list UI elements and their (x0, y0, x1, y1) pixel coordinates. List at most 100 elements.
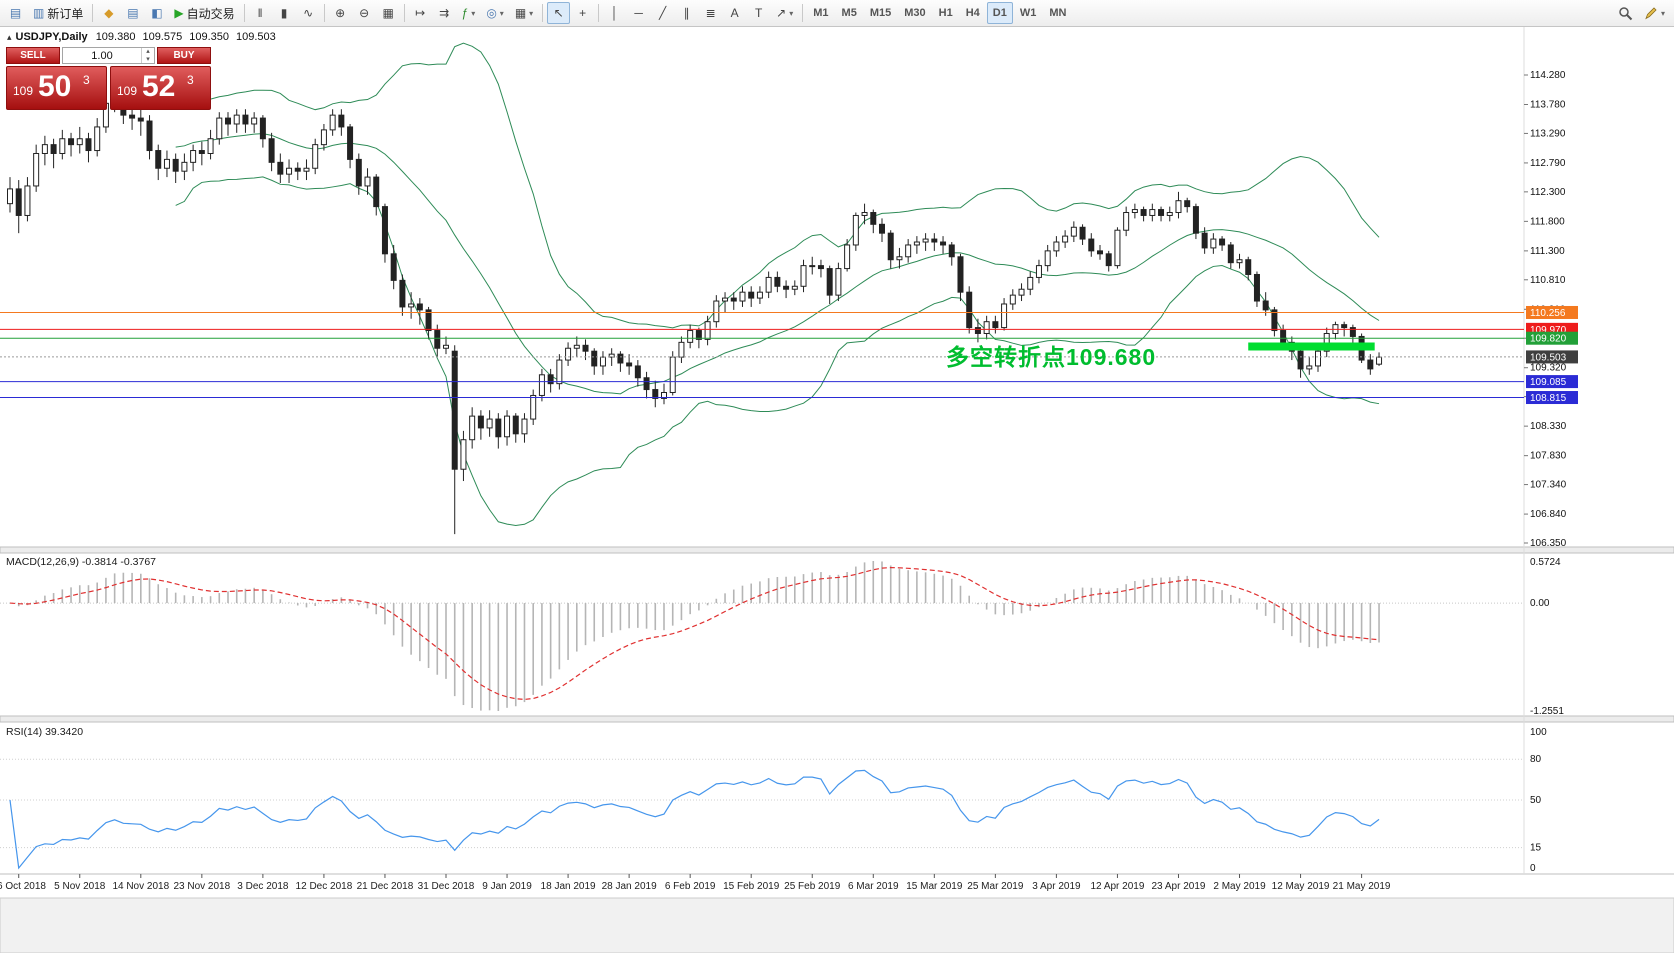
arrows-icon[interactable]: ↗ ▾ (771, 2, 798, 24)
trendline-icon[interactable]: ╱ (651, 2, 674, 24)
vertical-line-icon[interactable]: │ (603, 2, 626, 24)
date-axis-label: 3 Apr 2019 (1032, 881, 1081, 892)
timeframe-mn-button[interactable]: MN (1049, 7, 1067, 19)
volume-down-icon[interactable]: ▾ (146, 55, 150, 63)
bid-big-figure: 109 (13, 84, 34, 98)
date-axis[interactable]: 26 Oct 2018 5 Nov 2018 14 Nov 2018 23 Nov 2… (0, 874, 1391, 892)
rsi-indicator-label: RSI(14) 39.3420 (6, 726, 84, 738)
bar-chart-icon[interactable]: ‖ (249, 2, 272, 24)
chart-ohlc-header: ▴ USDJPY,Daily 109.380 109.575 109.350 109.50… (7, 31, 283, 43)
candlestick-chart-icon[interactable]: ▮ (273, 2, 296, 24)
auto-scroll-icon[interactable]: ↦ (409, 2, 432, 24)
timeframe-m5-button[interactable]: M5 (841, 7, 857, 19)
quick-message-icon[interactable]: ▾ (1639, 2, 1670, 24)
timeframe-h4-button[interactable]: H4 (965, 7, 980, 19)
autotrading-button[interactable]: ▶ 自动交易 (169, 2, 239, 24)
ohlc-open: 109.380 (95, 31, 136, 43)
horizontal-line-icon-glyph: ─ (634, 6, 643, 20)
timeframe-m15-button[interactable]: M15 (869, 7, 892, 19)
bid-point: 3 (83, 73, 90, 87)
new-order-button[interactable]: ▥ 新订单 (28, 2, 88, 24)
tile-windows-icon[interactable]: ▦ (377, 2, 400, 24)
rsi-axis[interactable]: 100 80 50 15 0 (1530, 727, 1547, 874)
macd-scale-zero: 0.00 (1530, 598, 1550, 609)
price-axis-label: 107.830 (1530, 451, 1567, 462)
macd-indicator-label: MACD(12,26,9) -0.3814 -0.3767 (6, 556, 156, 568)
ask-price-box[interactable]: 109 52 3 (110, 66, 211, 110)
zoom-in-icon[interactable]: ⊕ (329, 2, 352, 24)
axis-price-tag: 108.815 (1526, 391, 1578, 405)
volume-up-icon[interactable]: ▴ (146, 48, 150, 55)
svg-text:109.820: 109.820 (1530, 334, 1567, 345)
buy-button[interactable]: BUY (157, 47, 211, 64)
sell-button[interactable]: SELL (6, 47, 60, 64)
timeframe-m1-button[interactable]: M1 (813, 7, 829, 19)
timeframe-w1-button[interactable]: W1 (1019, 7, 1037, 19)
price-axis-label: 106.350 (1530, 538, 1567, 549)
data-window-icon-glyph: ◧ (151, 6, 163, 20)
new-chart-icon[interactable]: ▤ (4, 2, 27, 24)
profiles-icon[interactable]: ◆ (97, 2, 120, 24)
indicators-icon[interactable]: ƒ ▾ (457, 2, 481, 24)
bid-pips: 50 (38, 70, 72, 103)
date-axis-label: 25 Feb 2019 (784, 881, 841, 892)
rsi-axis-label: 80 (1530, 754, 1542, 765)
date-axis-label: 2 May 2019 (1213, 881, 1266, 892)
bid-price-box[interactable]: 109 50 3 (6, 66, 107, 110)
new-chart-icon-glyph: ▤ (9, 6, 22, 20)
price-axis-label: 111.300 (1530, 246, 1565, 257)
autotrading-button-glyph: ▶ (174, 6, 184, 20)
price-axis-label: 106.840 (1530, 509, 1567, 520)
arrows-icon-glyph: ↗ (776, 6, 787, 20)
date-axis-label: 12 Dec 2018 (296, 881, 353, 892)
tile-windows-icon-glyph: ▦ (382, 6, 394, 20)
toolbar-separator (243, 4, 245, 22)
crosshair-icon[interactable]: + (571, 2, 594, 24)
macd-panel-graph (0, 561, 1524, 711)
axis-price-tag: 110.256 (1526, 305, 1578, 319)
objects-icon[interactable]: ◎ ▾ (481, 2, 509, 24)
price-axis-label: 112.790 (1530, 158, 1566, 169)
date-axis-label: 12 May 2019 (1272, 881, 1330, 892)
volume-spin-buttons[interactable]: ▴ ▾ (141, 48, 154, 63)
timeframe-m30-button[interactable]: M30 (904, 7, 926, 19)
periods-icon[interactable]: ▦ ▾ (510, 2, 538, 24)
ask-pips: 52 (142, 70, 176, 103)
text-icon[interactable]: A (723, 2, 746, 24)
date-axis-label: 5 Nov 2018 (54, 881, 106, 892)
zoom-out-icon[interactable]: ⊖ (353, 2, 376, 24)
chevron-down-icon: ▾ (529, 8, 534, 18)
date-axis-label: 23 Apr 2019 (1152, 881, 1206, 892)
axis-price-tag: 109.820 (1526, 331, 1578, 345)
search-icon[interactable] (1613, 2, 1638, 24)
date-axis-label: 21 Dec 2018 (357, 881, 414, 892)
toolbar: ▤ ▥ 新订单 ◆ ▤ ◧ ▶ 自动交易 ‖ ▮ ∿ ⊕ ⊖ ▦ ↦ ⇉ ƒ ▾ ◎ ▾ ▦ ▾ ↖ + │ ─ ╱ ∥ ≣ A T ↗ ▾ M1… (0, 0, 1674, 27)
chevron-down-icon: ▾ (471, 8, 476, 18)
ohlc-high: 109.575 (142, 31, 183, 43)
data-window-icon[interactable]: ◧ (145, 2, 168, 24)
horizontal-line-icon[interactable]: ─ (627, 2, 650, 24)
macd-signal-line (9, 566, 1380, 701)
svg-text:110.256: 110.256 (1530, 308, 1566, 319)
ask-big-figure: 109 (117, 84, 138, 98)
one-click-trading-panel: SELL 1.00 ▴ ▾ BUY 109 50 3 109 52 3 (6, 47, 211, 110)
line-chart-icon[interactable]: ∿ (297, 2, 320, 24)
volume-value[interactable]: 1.00 (91, 49, 113, 62)
timeframe-h1-button[interactable]: H1 (938, 7, 953, 19)
date-axis-label: 25 Mar 2019 (967, 881, 1024, 892)
svg-text:109.970: 109.970 (1530, 325, 1567, 336)
volume-stepper[interactable]: 1.00 ▴ ▾ (62, 47, 155, 64)
horizontal-levels[interactable] (0, 311, 1524, 399)
cursor-icon[interactable]: ↖ (547, 2, 571, 24)
market-watch-icon[interactable]: ▤ (121, 2, 144, 24)
chart-shift-icon[interactable]: ⇉ (433, 2, 456, 24)
collapse-panel-icon[interactable]: ▴ (7, 32, 12, 42)
fibonacci-icon[interactable]: ≣ (699, 2, 722, 24)
channel-icon[interactable]: ∥ (675, 2, 698, 24)
line-chart-icon-glyph: ∿ (303, 6, 314, 20)
macd-axis[interactable]: 0.5724 0.00 -1.2551 (1530, 557, 1564, 717)
price-axis[interactable]: 114.280 113.780 113.290 112.790 112.300 111.8… (1524, 70, 1578, 549)
timeframe-d1-button[interactable]: D1 (986, 2, 1013, 24)
label-icon[interactable]: T (747, 2, 770, 24)
